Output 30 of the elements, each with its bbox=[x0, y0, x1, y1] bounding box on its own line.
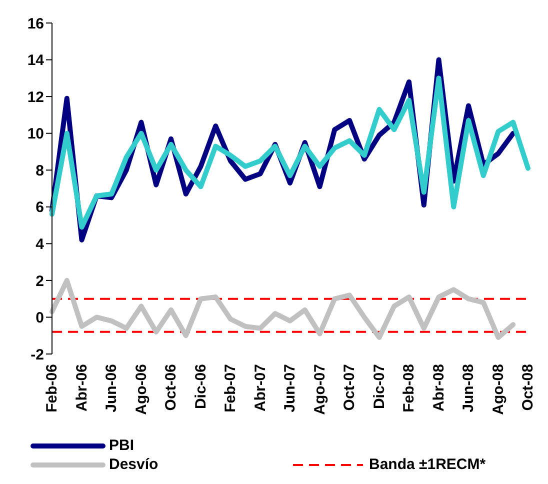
y-tick-label: 4 bbox=[36, 236, 45, 253]
y-tick-label: -2 bbox=[30, 346, 44, 364]
x-tick-label: Oct-06 bbox=[162, 364, 180, 411]
y-tick-label: 6 bbox=[36, 199, 44, 216]
x-tick-label: Feb-07 bbox=[222, 364, 239, 412]
x-tick-label: Ago-07 bbox=[311, 364, 328, 415]
y-tick-label: 14 bbox=[27, 52, 45, 70]
x-tick-label: Ago-08 bbox=[490, 364, 507, 415]
x-tick-label: Jun-08 bbox=[460, 364, 477, 412]
y-tick-label: 16 bbox=[27, 15, 44, 32]
y-tick-label: 12 bbox=[27, 88, 44, 106]
legend-label: Banda ±1RECM* bbox=[369, 456, 486, 473]
x-tick-label: Abr-06 bbox=[73, 364, 90, 412]
x-tick-label: Abr-07 bbox=[252, 364, 269, 412]
x-tick-label: Abr-08 bbox=[430, 364, 448, 412]
x-tick-label: Dic-06 bbox=[192, 364, 210, 410]
y-tick-label: 0 bbox=[36, 310, 44, 327]
x-tick-label: Oct-07 bbox=[341, 364, 358, 411]
x-tick-label: Feb-06 bbox=[44, 364, 60, 412]
legend-label: Desvío bbox=[109, 456, 158, 473]
x-tick-label: Ago-06 bbox=[132, 364, 150, 415]
legend-label: PBI bbox=[109, 437, 134, 454]
y-tick-label: 8 bbox=[36, 162, 44, 180]
x-tick-label: Dic-07 bbox=[370, 364, 388, 410]
x-tick-label: Jun-06 bbox=[103, 364, 120, 412]
y-tick-label: 2 bbox=[36, 272, 44, 290]
y-tick-label: 10 bbox=[27, 126, 44, 143]
x-tick-label: Feb-08 bbox=[400, 364, 418, 412]
x-tick-label: Jun-07 bbox=[282, 364, 298, 412]
x-tick-label: Oct-08 bbox=[520, 364, 536, 411]
